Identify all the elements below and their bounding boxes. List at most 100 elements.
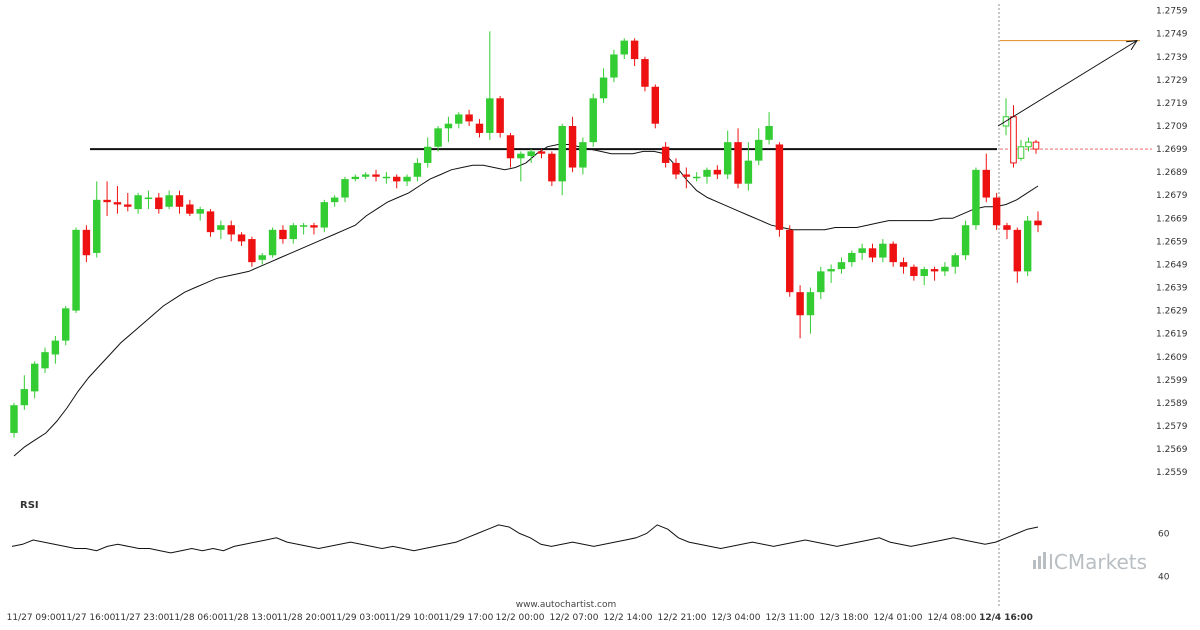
candle-body [403, 176, 411, 182]
candle-body [82, 229, 91, 256]
price-tick-label: 1.2739 [1156, 53, 1188, 63]
candle-body [424, 146, 432, 163]
price-tick-label: 1.2559 [1156, 468, 1188, 478]
candle-body [899, 262, 908, 267]
candle-body [786, 229, 794, 293]
candle-body [341, 179, 349, 198]
candle-body [972, 169, 980, 226]
price-tick-label: 1.2569 [1156, 445, 1188, 455]
price-tick-label: 1.2759 [1156, 7, 1188, 17]
candle-body [475, 123, 484, 133]
candle-body [51, 340, 60, 355]
rsi-panel: 60 40 [11, 524, 1170, 583]
rsi-line [11, 524, 1039, 554]
time-tick-label: 12/3 18:00 [819, 613, 868, 623]
candle-body [227, 225, 235, 235]
candle-body [682, 174, 691, 177]
time-tick-label: 12/4 01:00 [873, 613, 922, 623]
candle-body [237, 234, 246, 242]
candle-body [961, 225, 970, 256]
price-tick-label: 1.2689 [1156, 168, 1188, 178]
candle-body [713, 169, 722, 175]
candle-body [30, 363, 39, 392]
price-tick-label: 1.2609 [1156, 353, 1188, 363]
time-tick-label: 11/29 17:00 [439, 613, 494, 623]
candle-body [134, 195, 142, 210]
candle-body [941, 266, 949, 272]
candle-body [61, 308, 70, 341]
candle-body [1023, 220, 1032, 272]
candle-body [579, 142, 587, 168]
candle-body [848, 252, 856, 263]
candle-body [330, 197, 339, 203]
candle-body [382, 176, 391, 179]
candle-body [858, 248, 866, 253]
candle-body [310, 225, 318, 228]
price-tick-label: 1.2709 [1156, 122, 1188, 132]
candle-body [217, 225, 225, 230]
candle-body [444, 123, 453, 129]
candle-body [651, 86, 660, 124]
candle-body [10, 405, 18, 433]
price-tick-label: 1.2649 [1156, 260, 1188, 270]
candle-body [206, 211, 215, 233]
candle-body [486, 98, 494, 133]
candle-body [548, 153, 556, 182]
candle-body [186, 204, 194, 214]
candle-body [351, 176, 360, 180]
candle-body [165, 195, 173, 207]
price-tick-label: 1.2699 [1156, 145, 1188, 155]
time-tick-label: 12/2 14:00 [603, 613, 652, 623]
price-tick-label: 1.2619 [1156, 330, 1188, 340]
candle-body [279, 229, 287, 240]
candle-body [755, 139, 763, 161]
rsi-tick-label: 60 [1158, 530, 1170, 540]
candle-body [537, 151, 546, 154]
candle-body [827, 269, 835, 272]
candle-body [299, 225, 308, 227]
price-tick-label: 1.2669 [1156, 214, 1188, 224]
time-tick-label: 11/28 20:00 [277, 613, 332, 623]
candle-body [765, 126, 773, 140]
candle-body [568, 126, 577, 168]
candle-body [1034, 220, 1042, 226]
forecast-arrow-line [997, 40, 1138, 127]
candle-body [517, 153, 525, 159]
price-axis: 1.2759 1.2749 1.2739 1.2729 1.2719 1.2709 1.26… [1156, 7, 1188, 479]
forecast-candle-body [1017, 146, 1025, 159]
candle-body [930, 269, 939, 272]
time-tick-label: 11/27 16:00 [61, 613, 116, 623]
time-tick-label: 11/28 06:00 [169, 613, 224, 623]
candle-body [1013, 229, 1022, 272]
price-tick-label: 1.2639 [1156, 284, 1188, 294]
candle-body [20, 389, 29, 406]
candle-body [661, 146, 670, 163]
candle-body [455, 114, 463, 124]
forecast-candle-body [1032, 141, 1040, 150]
candle-body [734, 142, 742, 184]
price-tick-label: 1.2729 [1156, 76, 1188, 86]
price-tick-label: 1.2589 [1156, 399, 1188, 409]
candle-body [258, 255, 266, 260]
candle-body [589, 98, 597, 143]
candle-body [599, 77, 608, 99]
candle-body [196, 209, 204, 214]
candle-body [113, 202, 122, 205]
candle-body [558, 126, 566, 182]
candle-body [175, 195, 184, 207]
candle-body [144, 197, 153, 200]
candle-body [910, 266, 918, 276]
candle-body [1003, 225, 1011, 230]
candle-body [372, 174, 380, 177]
time-tick-label: 12/3 04:00 [711, 613, 760, 623]
candle-body [41, 352, 49, 369]
candle-body [817, 271, 825, 293]
candle-body [982, 169, 991, 198]
price-tick-label: 1.2629 [1156, 307, 1188, 317]
candle-body [155, 197, 163, 210]
time-tick-label: 11/29 10:00 [385, 613, 440, 623]
broker-logo: ICMarkets [1033, 550, 1147, 574]
rsi-tick-label: 40 [1158, 573, 1170, 583]
source-label: www.autochartist.com [516, 600, 617, 610]
